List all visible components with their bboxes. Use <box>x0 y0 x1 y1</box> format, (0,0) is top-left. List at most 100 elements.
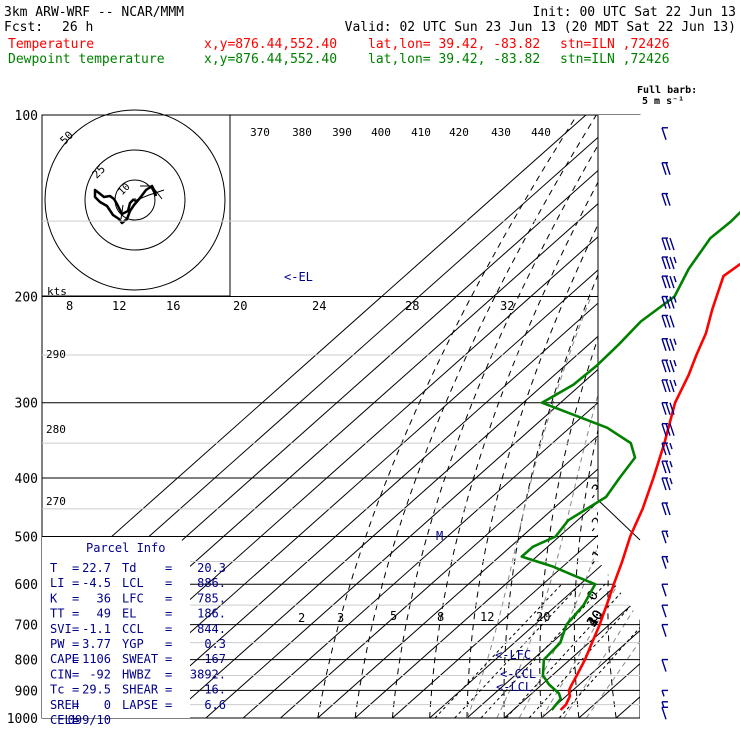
barb-half <box>669 442 673 450</box>
parcel-value: SWEAT <box>122 652 158 666</box>
pressure-label: 400 <box>15 472 38 487</box>
speed-label: 32 <box>500 299 514 313</box>
parcel-value: T <box>50 561 57 575</box>
theta-label-left: 280 <box>46 423 66 436</box>
parcel-value: 22.7 <box>82 561 111 575</box>
isotherm-line <box>93 231 640 718</box>
parcel-value: = <box>72 698 79 712</box>
isotherm-line <box>429 530 640 718</box>
barb-flag <box>669 296 675 309</box>
barb-flag <box>661 460 667 474</box>
parcel-value: 1106 <box>82 652 111 666</box>
hodograph: 50 25 10 <box>41 109 231 297</box>
parcel-value: 844. <box>197 622 226 636</box>
parcel-value: EL <box>122 607 136 621</box>
speed-label: 20 <box>233 299 247 313</box>
isotherm-label-right: 10 <box>584 607 607 630</box>
pressure-label: 600 <box>15 578 38 593</box>
parcel-value: Tc <box>50 683 64 697</box>
barb-flag <box>661 442 667 456</box>
parcel-value: CCL <box>122 622 144 636</box>
barb-flag <box>661 162 667 175</box>
barb-half <box>673 296 677 303</box>
mixing-ratio-label: 2 <box>298 611 305 625</box>
parcel-value: = <box>165 683 172 697</box>
barb-flag <box>665 502 671 516</box>
isotherm-line <box>130 265 640 718</box>
parcel-value: = <box>165 698 172 712</box>
barb-flag <box>669 275 675 289</box>
pressure-label: 500 <box>15 530 38 545</box>
m-marker: M <box>436 529 443 543</box>
legend-temperature-xy: x,y=876.44,552.40 <box>204 37 337 52</box>
theta-label: 410 <box>411 126 431 139</box>
mixing-ratio-label: 5 <box>390 609 397 623</box>
parcel-value: Td <box>122 561 136 575</box>
moist-adiabat <box>585 640 640 718</box>
theta-label: 420 <box>449 126 469 139</box>
theta-label: 380 <box>292 126 312 139</box>
hodo-ring-50 <box>44 109 226 291</box>
barb-flag <box>665 477 671 491</box>
barb-flag <box>665 275 671 289</box>
dry-adiabat <box>317 115 578 718</box>
barb-flag <box>665 379 671 393</box>
parcel-value: SHEAR <box>122 683 159 697</box>
barb-flag <box>669 237 675 251</box>
barb-flag <box>661 502 667 516</box>
barb-half <box>673 359 677 367</box>
parcel-value: 6.6 <box>204 698 226 712</box>
parcel-value: TT <box>50 607 64 621</box>
theta-label: 430 <box>491 126 511 139</box>
barb-flag <box>661 193 667 206</box>
parcel-value: LCL <box>122 576 144 590</box>
isotherm-label-right: 20 <box>584 607 607 630</box>
speed-label: 24 <box>312 299 326 313</box>
barb-flag <box>669 423 675 436</box>
theta-label: 440 <box>531 126 551 139</box>
barb-flag <box>665 162 671 175</box>
legend-dewpoint-name: Dewpoint temperature <box>8 52 165 67</box>
barb-flag <box>661 423 667 436</box>
parcel-value: 49 <box>97 607 111 621</box>
parcel-info-panel: Parcel Info T = 22.7 Td = 20.3LI = -4.5 LCL = 886.… <box>42 537 226 727</box>
parcel-value: 16. <box>204 683 226 697</box>
parcel-value: = <box>165 637 172 651</box>
isotherm-line <box>168 298 640 718</box>
legend-temperature-stn: stn=ILN ,72426 <box>560 37 670 52</box>
parcel-value: = <box>72 622 79 636</box>
parcel-value: 0 <box>104 698 111 712</box>
barb-flag <box>661 359 667 373</box>
parcel-value: = <box>165 667 172 681</box>
parcel-value: 785. <box>197 591 226 605</box>
parcel-value: = <box>72 667 79 681</box>
isotherm-label-right: 30 <box>584 607 607 630</box>
forecast-hours: 26 h <box>62 20 93 35</box>
barb-flag <box>661 127 667 140</box>
theta-label-left: 290 <box>46 348 66 361</box>
pressure-label: 1000 <box>7 712 38 727</box>
lfc-marker: <-LFC <box>495 648 531 662</box>
barb-flag <box>661 477 667 491</box>
speed-label: 28 <box>405 299 419 313</box>
barb-flag <box>669 315 675 328</box>
parcel-value: CELL <box>50 713 79 727</box>
temperature-trace <box>559 262 740 711</box>
barb-flag <box>665 359 671 373</box>
parcel-value: 29.5 <box>82 683 111 697</box>
barb-flag <box>665 338 671 351</box>
dewpoint-trace <box>520 210 740 711</box>
barb-flag <box>665 402 671 415</box>
lcl-marker: <-LCL <box>496 680 532 694</box>
parcel-value: 0.3 <box>204 637 226 651</box>
parcel-value: 099/10 <box>68 713 111 727</box>
barb-flag <box>669 338 675 351</box>
mixing-ratio-label: 8 <box>437 610 444 624</box>
hodo-ring-25 <box>84 149 186 251</box>
legend-dewpoint-latlon: lat,lon= 39.42, -83.82 <box>368 52 540 67</box>
parcel-value: 36 <box>97 591 111 605</box>
dry-adiabat <box>354 115 597 718</box>
barb-half <box>665 530 669 538</box>
parcel-value: SVI <box>50 622 72 636</box>
barb-half <box>673 338 677 345</box>
